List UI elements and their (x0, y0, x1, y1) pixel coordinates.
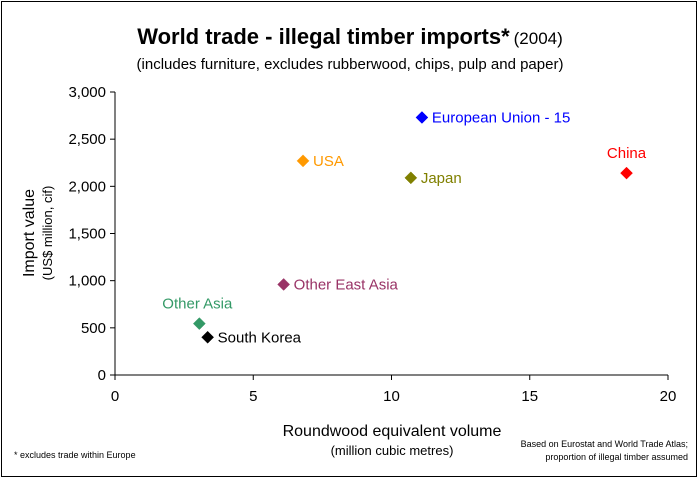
point-label-usa: USA (313, 153, 344, 170)
source-line-2: proportion of illegal timber assumed (545, 452, 688, 462)
chart-subtitle: (includes furniture, excludes rubberwood… (136, 56, 564, 73)
x-tick-label: 5 (249, 388, 257, 405)
x-tick-label: 20 (660, 388, 677, 405)
y-tick-label: 1,500 (68, 226, 106, 243)
footnote: * excludes trade within Europe (14, 450, 136, 460)
y-tick-label: 2,500 (68, 131, 106, 148)
point-label-other-asia: Other Asia (162, 296, 233, 313)
x-tick-label: 0 (111, 388, 119, 405)
point-other-east-asia (277, 278, 291, 291)
point-label-european-union-15: European Union - 15 (432, 109, 570, 126)
point-label-china: China (607, 145, 647, 162)
point-south-korea (201, 330, 214, 344)
point-label-south-korea: South Korea (218, 329, 302, 346)
point-japan (404, 171, 418, 185)
chart-title-main: World trade - illegal timber imports* (137, 24, 510, 49)
x-tick-label: 15 (521, 388, 538, 405)
x-tick-label: 10 (383, 388, 400, 405)
y-tick-label: 1,000 (68, 273, 106, 290)
y-tick-label: 0 (98, 367, 106, 384)
y-tick-label: 500 (81, 320, 106, 337)
point-label-other-east-asia: Other East Asia (294, 276, 399, 293)
data-points: European Union - 15 USA Japan China Other Ea… (162, 109, 646, 346)
y-axis-label: Import value (21, 189, 38, 277)
point-european-union-15 (415, 111, 429, 124)
chart-title: World trade - illegal timber imports* (20… (0, 24, 700, 50)
chart-title-year: (2004) (513, 29, 563, 48)
point-usa (296, 154, 310, 168)
point-label-japan: Japan (421, 170, 462, 187)
y-axis-sublabel: (US$ million, cif) (40, 186, 55, 281)
x-axis-label: Roundwood equivalent volume (283, 423, 502, 440)
axes: 0 500 1,000 1,500 2,000 2,500 3,000 0 5 10 15 20 (68, 84, 676, 405)
x-axis-sublabel: (million cubic metres) (331, 443, 454, 458)
point-other-asia (192, 317, 206, 330)
point-china (620, 166, 633, 180)
y-tick-label: 3,000 (68, 84, 106, 101)
source-line-1: Based on Eurostat and World Trade Atlas; (520, 439, 688, 449)
source-note: Based on Eurostat and World Trade Atlas;… (521, 438, 688, 464)
y-tick-label: 2,000 (68, 178, 106, 195)
